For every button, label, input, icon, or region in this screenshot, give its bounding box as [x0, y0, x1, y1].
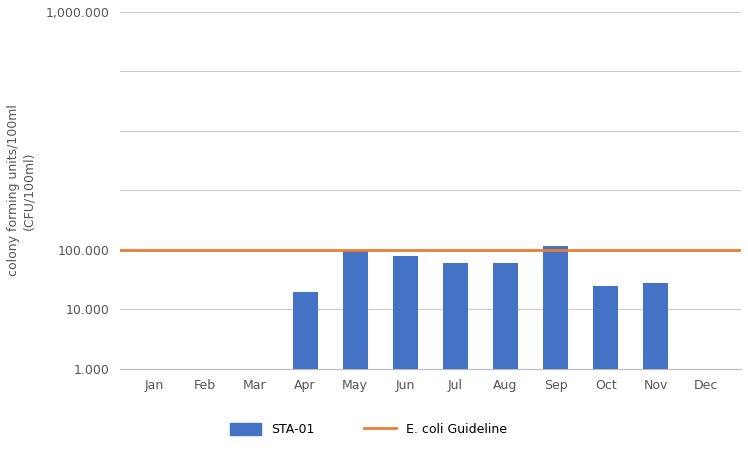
- Y-axis label: colony forming units/100ml
(CFU/100ml): colony forming units/100ml (CFU/100ml): [7, 104, 35, 276]
- Bar: [643, 283, 669, 450]
- Bar: [443, 263, 468, 450]
- Bar: [543, 246, 568, 450]
- Bar: [593, 286, 619, 450]
- Bar: [292, 292, 318, 450]
- Bar: [343, 251, 368, 450]
- Legend: STA-01, E. coli Guideline: STA-01, E. coli Guideline: [225, 418, 512, 441]
- Bar: [493, 263, 518, 450]
- Bar: [393, 256, 418, 450]
